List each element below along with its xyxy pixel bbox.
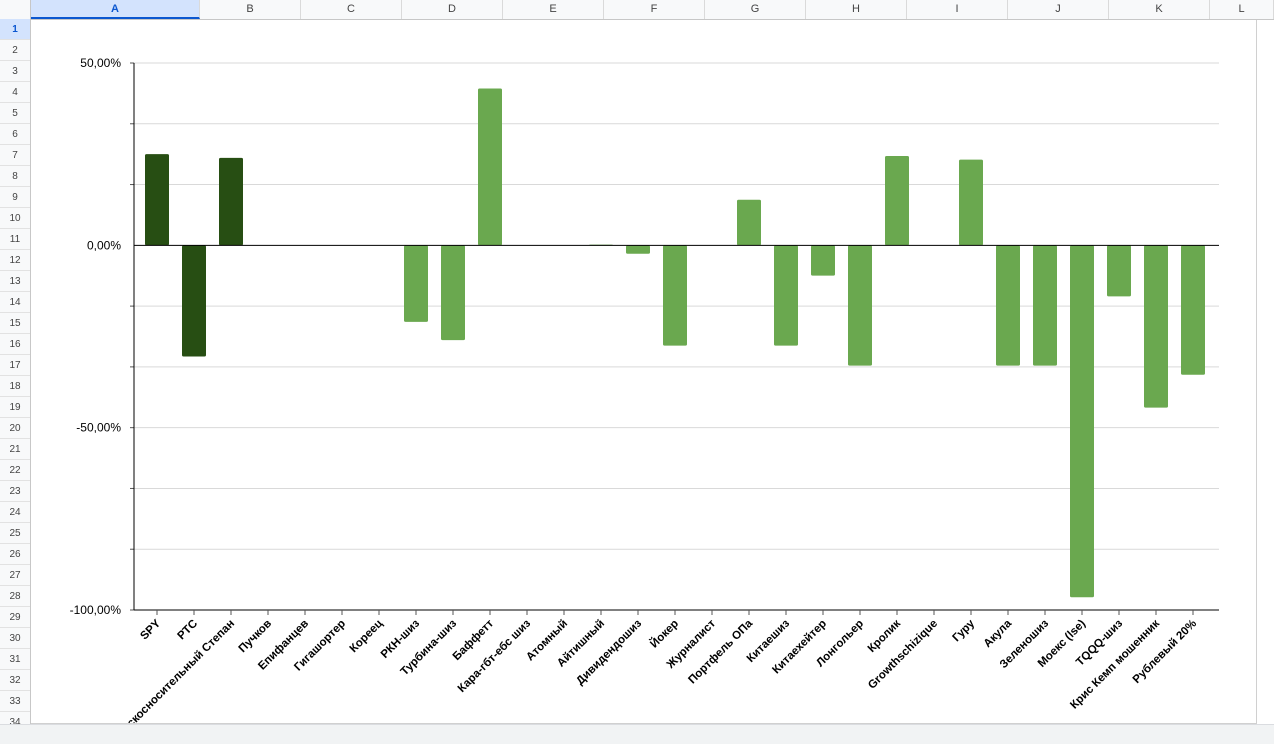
- row-header-24[interactable]: 24: [0, 502, 30, 523]
- row-header-22[interactable]: 22: [0, 460, 30, 481]
- x-tick-label: Growthschizique: [866, 618, 940, 692]
- bar-9: [478, 88, 502, 246]
- bar-20: [885, 155, 909, 246]
- column-header-f[interactable]: F: [604, 0, 705, 19]
- x-tick-label: Гуру: [951, 617, 978, 644]
- column-header-c[interactable]: C: [301, 0, 402, 19]
- x-tick-label: Пучков: [237, 618, 275, 656]
- column-header-b[interactable]: B: [200, 0, 301, 19]
- x-tick-label: Йокер: [648, 617, 682, 651]
- row-header-21[interactable]: 21: [0, 439, 30, 460]
- y-tick-label: 0,00%: [87, 238, 121, 252]
- row-header-16[interactable]: 16: [0, 334, 30, 355]
- row-header-12[interactable]: 12: [0, 250, 30, 271]
- x-tick-label: Кореец: [348, 618, 385, 655]
- x-tick-label: РТС: [175, 618, 200, 643]
- bar-0: [145, 154, 169, 246]
- bar-24: [1033, 245, 1057, 366]
- bar-16: [737, 199, 761, 246]
- bar-8: [441, 245, 465, 341]
- bar-22: [959, 159, 983, 246]
- row-header-4[interactable]: 4: [0, 82, 30, 103]
- x-tick-label: Портфель ОПа: [686, 617, 755, 686]
- row-header-bar: 1 2 3 4 5 6 7 8 9 10 11 12 13 14 15 16 17 18 19 20 21 22 23 24 2…: [0, 19, 31, 724]
- row-header-1[interactable]: 1: [0, 19, 30, 40]
- row-header-10[interactable]: 10: [0, 208, 30, 229]
- x-tick-label: Акула: [982, 617, 1015, 650]
- row-header-18[interactable]: 18: [0, 376, 30, 397]
- row-header-5[interactable]: 5: [0, 103, 30, 124]
- row-header-23[interactable]: 23: [0, 481, 30, 502]
- row-header-26[interactable]: 26: [0, 544, 30, 565]
- bar-chart[interactable]: 50,00%0,00%-50,00%-100,00%SPY РТСБескосно…: [31, 20, 1256, 740]
- row-header-33[interactable]: 33: [0, 691, 30, 712]
- column-header-e[interactable]: E: [503, 0, 604, 19]
- row-header-28[interactable]: 28: [0, 586, 30, 607]
- row-header-32[interactable]: 32: [0, 670, 30, 691]
- column-header-k[interactable]: K: [1109, 0, 1210, 19]
- row-header-3[interactable]: 3: [0, 61, 30, 82]
- x-tick-label: Рублевый 20%: [1131, 618, 1199, 686]
- column-header-g[interactable]: G: [705, 0, 806, 19]
- bar-14: [663, 245, 687, 346]
- row-header-8[interactable]: 8: [0, 166, 30, 187]
- bar-26: [1107, 245, 1131, 297]
- row-header-13[interactable]: 13: [0, 271, 30, 292]
- row-header-15[interactable]: 15: [0, 313, 30, 334]
- row-header-27[interactable]: 27: [0, 565, 30, 586]
- y-tick-label: -50,00%: [76, 421, 121, 435]
- bar-17: [774, 245, 798, 346]
- embedded-chart[interactable]: 50,00% 0,00% -50,00% -100,00% SPY РТС Бескосно…: [31, 20, 1257, 740]
- column-header-i[interactable]: I: [907, 0, 1008, 19]
- row-header-7[interactable]: 7: [0, 145, 30, 166]
- row-header-17[interactable]: 17: [0, 355, 30, 376]
- row-header-19[interactable]: 19: [0, 397, 30, 418]
- row-header-31[interactable]: 31: [0, 649, 30, 670]
- bar-13: [626, 245, 650, 254]
- column-header-l[interactable]: L: [1210, 0, 1274, 19]
- bar-7: [404, 245, 428, 322]
- bar-27: [1144, 245, 1168, 408]
- row-header-11[interactable]: 11: [0, 229, 30, 250]
- bar-28: [1181, 245, 1205, 375]
- bar-18: [811, 245, 835, 276]
- bar-23: [996, 245, 1020, 366]
- x-tick-label: SPY: [138, 617, 163, 642]
- bar-1: [182, 245, 206, 357]
- column-header-j[interactable]: J: [1008, 0, 1109, 19]
- bar-19: [848, 245, 872, 366]
- column-header-a[interactable]: A: [31, 0, 200, 19]
- x-tick-label: Кролик: [866, 617, 904, 655]
- x-tick-label: Дивидендошиз: [574, 617, 644, 687]
- row-header-14[interactable]: 14: [0, 292, 30, 313]
- row-header-20[interactable]: 20: [0, 418, 30, 439]
- row-header-6[interactable]: 6: [0, 124, 30, 145]
- y-tick-label: 50,00%: [80, 56, 121, 70]
- sheet-tab-bar: [0, 724, 1274, 744]
- row-header-25[interactable]: 25: [0, 523, 30, 544]
- y-tick-label: -100,00%: [70, 603, 122, 617]
- bar-2: [219, 157, 243, 246]
- column-header-h[interactable]: H: [806, 0, 907, 19]
- row-header-30[interactable]: 30: [0, 628, 30, 649]
- row-header-34[interactable]: 34: [0, 712, 30, 724]
- select-all-corner[interactable]: [0, 0, 31, 19]
- column-header-d[interactable]: D: [402, 0, 503, 19]
- row-header-29[interactable]: 29: [0, 607, 30, 628]
- row-header-9[interactable]: 9: [0, 187, 30, 208]
- row-header-2[interactable]: 2: [0, 40, 30, 61]
- x-tick-label: Кара-гбт-ебс шиз: [456, 617, 533, 694]
- bar-25: [1070, 245, 1094, 598]
